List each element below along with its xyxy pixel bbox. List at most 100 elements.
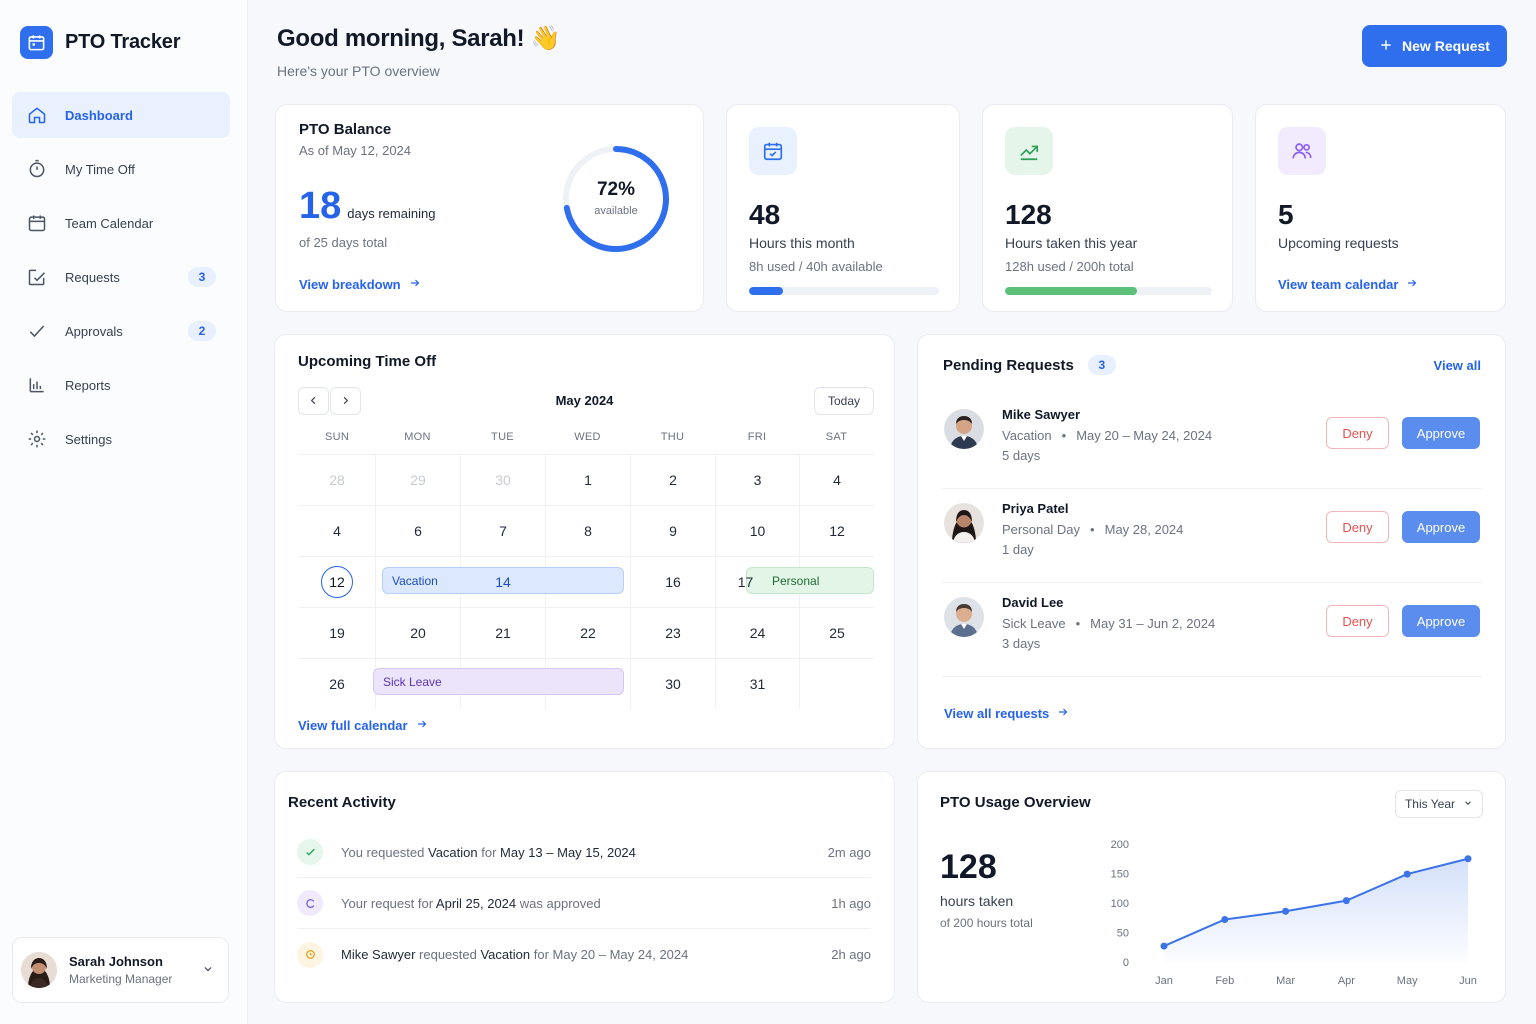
request-row: David Lee Sick Leave • May 31 – Jun 2, 202…: [942, 583, 1482, 677]
event-vacation[interactable]: Vacation: [382, 567, 624, 594]
approve-button[interactable]: Approve: [1402, 605, 1480, 637]
data-point: [1282, 907, 1290, 915]
day-number: 8: [584, 523, 592, 539]
user-name: Sarah Johnson: [69, 954, 163, 969]
sidebar-nav: Dashboard My Time Off Team Calendar Requ…: [12, 92, 230, 470]
y-tick-label: 150: [1111, 869, 1129, 881]
approve-button[interactable]: Approve: [1402, 511, 1480, 543]
calendar-day[interactable]: 16: [630, 556, 715, 607]
stat-value: 48: [749, 199, 781, 230]
activity-highlight: Vacation: [427, 844, 478, 860]
deny-button[interactable]: Deny: [1326, 605, 1389, 637]
calendar-day[interactable]: 20: [375, 607, 460, 658]
calendar-day[interactable]: [799, 658, 874, 709]
sidebar-item-my-time-off[interactable]: My Time Off: [12, 146, 230, 192]
new-request-button[interactable]: New Request: [1362, 25, 1507, 67]
calendar-day[interactable]: 12: [299, 556, 375, 607]
sidebar-item-approvals[interactable]: Approvals 2: [12, 308, 230, 354]
calendar-day[interactable]: 4: [799, 454, 874, 505]
sidebar-item-settings[interactable]: Settings: [12, 416, 230, 462]
calendar-day[interactable]: 30: [630, 658, 715, 709]
pto-balance-card: PTO Balance As of May 12, 2024 18 days r…: [275, 104, 704, 312]
calendar-day[interactable]: 31: [715, 658, 799, 709]
deny-button[interactable]: Deny: [1326, 511, 1389, 543]
view-breakdown-link[interactable]: View breakdown: [299, 277, 421, 292]
today-marker: 12: [321, 566, 353, 598]
check-icon: [297, 839, 323, 865]
today-button[interactable]: Today: [814, 387, 874, 415]
calendar-day[interactable]: 30: [460, 454, 545, 505]
calendar-day[interactable]: 3: [715, 454, 799, 505]
range-select[interactable]: This Year: [1395, 790, 1483, 818]
approve-button[interactable]: Approve: [1402, 417, 1480, 449]
calendar-day[interactable]: 9: [630, 505, 715, 556]
gear-icon: [26, 428, 48, 450]
calendar-day[interactable]: 23: [630, 607, 715, 658]
calendar-day[interactable]: 2: [630, 454, 715, 505]
activity-item: You requested Vacation for May 13 – May …: [297, 827, 871, 878]
calendar-icon: [749, 127, 797, 175]
brand[interactable]: PTO Tracker: [20, 26, 180, 59]
calendar-day[interactable]: 4: [299, 505, 375, 556]
stat-label: Hours taken this year: [1005, 235, 1138, 251]
calendar-day[interactable]: 29: [375, 454, 460, 505]
calendar-day[interactable]: 8: [545, 505, 630, 556]
calendar-day[interactable]: [375, 556, 460, 607]
balance-unit: days remaining: [347, 206, 436, 221]
weekday-header: TUE: [491, 431, 514, 443]
day-number: 29: [410, 472, 426, 488]
calendar-icon: [20, 26, 53, 59]
event-sick-leave[interactable]: Sick Leave: [373, 668, 624, 695]
day-number: 19: [329, 625, 345, 641]
view-all-link[interactable]: View all: [1433, 358, 1481, 373]
view-team-calendar-link[interactable]: View team calendar: [1278, 277, 1418, 292]
clock-icon: [297, 941, 323, 968]
view-all-requests-link[interactable]: View all requests: [944, 706, 1069, 721]
chevron-down-icon[interactable]: [202, 963, 214, 978]
hours-year-card: 128 Hours taken this year 128h used / 20…: [982, 104, 1233, 312]
calendar-day[interactable]: 24: [715, 607, 799, 658]
calendar-day[interactable]: 1: [545, 454, 630, 505]
day-number: 25: [829, 625, 845, 641]
calendar-day[interactable]: 7: [460, 505, 545, 556]
day-number: 14: [495, 574, 511, 590]
day-number: 22: [580, 625, 596, 641]
sidebar-item-dashboard[interactable]: Dashboard: [12, 92, 230, 138]
sidebar-item-reports[interactable]: Reports: [12, 362, 230, 408]
calendar-day[interactable]: 19: [299, 607, 375, 658]
calendar-day[interactable]: 12: [799, 505, 874, 556]
day-number: 24: [749, 625, 766, 641]
x-tick-label: Jan: [1155, 975, 1173, 987]
stat-label: Upcoming requests: [1278, 235, 1399, 251]
user-menu[interactable]: Sarah Johnson Marketing Manager: [12, 937, 229, 1003]
day-number: 12: [829, 523, 845, 539]
arrow-right-icon: [416, 718, 428, 733]
event-personal[interactable]: Personal: [746, 567, 874, 594]
calendar-day[interactable]: 28: [299, 454, 375, 505]
pending-count-badge: 3: [1087, 355, 1116, 375]
prev-month-button[interactable]: [298, 387, 329, 415]
calendar-day[interactable]: 6: [375, 505, 460, 556]
calendar-day[interactable]: 25: [799, 607, 874, 658]
weekday-header: MON: [404, 431, 431, 443]
stat-sub: 128h used / 200h total: [1005, 259, 1134, 274]
day-number: 1: [584, 472, 592, 488]
page-subtitle: Here's your PTO overview: [277, 63, 440, 79]
view-full-calendar-link[interactable]: View full calendar: [298, 718, 428, 733]
day-number: 4: [833, 472, 841, 488]
deny-button[interactable]: Deny: [1326, 417, 1389, 449]
next-month-button[interactable]: [330, 387, 361, 415]
calendar-day[interactable]: 21: [460, 607, 545, 658]
sidebar-item-requests[interactable]: Requests 3: [12, 254, 230, 300]
calendar-day[interactable]: 10: [715, 505, 799, 556]
calendar-day[interactable]: 26: [299, 658, 375, 709]
usage-value-label: hours taken: [940, 893, 1014, 909]
activity-highlight: April 25, 2024: [435, 895, 517, 911]
calendar-day[interactable]: 17: [715, 556, 799, 607]
sidebar-item-team-calendar[interactable]: Team Calendar: [12, 200, 230, 246]
hours-month-progress: [749, 287, 939, 295]
calendar-day[interactable]: 22: [545, 607, 630, 658]
balance-value: 18: [299, 185, 342, 227]
day-number: 7: [499, 523, 507, 539]
progress-fill: [1005, 287, 1138, 295]
